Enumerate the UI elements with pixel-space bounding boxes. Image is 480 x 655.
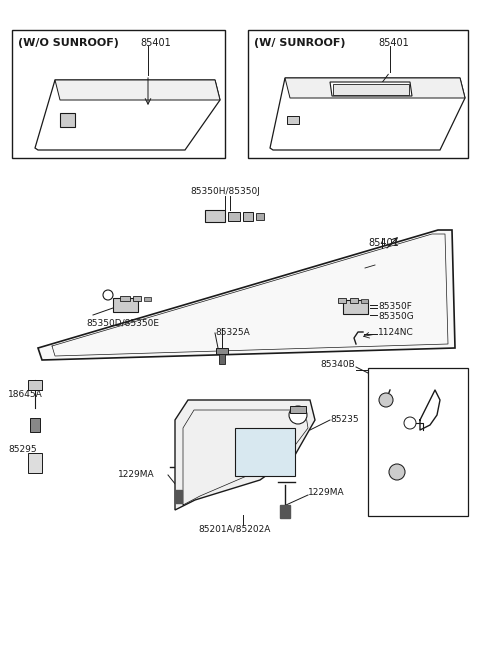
- Bar: [12, 30, 225, 158]
- Bar: [361, 299, 368, 303]
- Bar: [343, 300, 368, 314]
- Text: 85340B: 85340B: [320, 360, 355, 369]
- Text: 85343A: 85343A: [373, 415, 408, 424]
- Bar: [368, 368, 468, 516]
- Text: 85401: 85401: [368, 238, 399, 248]
- Text: 85295: 85295: [8, 445, 36, 454]
- Text: 85350G: 85350G: [378, 312, 414, 321]
- Bar: [144, 297, 151, 301]
- Polygon shape: [35, 80, 220, 150]
- Bar: [338, 298, 346, 303]
- Text: 85340B: 85340B: [415, 490, 450, 499]
- Polygon shape: [55, 80, 220, 100]
- Text: 1124DC: 1124DC: [373, 375, 409, 384]
- Bar: [219, 354, 225, 364]
- Bar: [243, 212, 253, 221]
- Bar: [287, 116, 299, 124]
- Text: 85350F: 85350F: [378, 302, 412, 311]
- Text: 18645A: 18645A: [8, 390, 43, 399]
- Bar: [290, 406, 306, 413]
- Text: 1229MA: 1229MA: [118, 470, 155, 479]
- Bar: [248, 30, 468, 158]
- Text: (W/O SUNROOF): (W/O SUNROOF): [18, 38, 119, 48]
- Text: 85350D/85350E: 85350D/85350E: [86, 318, 159, 327]
- Polygon shape: [38, 230, 455, 360]
- Bar: [60, 113, 75, 127]
- Bar: [120, 296, 130, 301]
- Circle shape: [379, 393, 393, 407]
- Text: 85355A: 85355A: [415, 388, 450, 397]
- Polygon shape: [280, 505, 290, 518]
- Bar: [216, 348, 228, 354]
- Circle shape: [389, 464, 405, 480]
- Bar: [28, 380, 42, 390]
- Text: 1124NC: 1124NC: [378, 328, 414, 337]
- Polygon shape: [175, 490, 182, 503]
- Text: 1229MA: 1229MA: [308, 488, 345, 497]
- Circle shape: [289, 406, 307, 424]
- Polygon shape: [285, 78, 465, 98]
- Bar: [113, 298, 138, 312]
- Text: 1124DC: 1124DC: [380, 450, 416, 459]
- Bar: [333, 84, 409, 95]
- Bar: [228, 212, 240, 221]
- Polygon shape: [330, 82, 412, 96]
- Bar: [205, 210, 225, 222]
- Text: 85401: 85401: [140, 38, 171, 48]
- Bar: [256, 213, 264, 220]
- Bar: [235, 428, 295, 476]
- Bar: [350, 298, 358, 303]
- Text: (W/ SUNROOF): (W/ SUNROOF): [254, 38, 346, 48]
- Text: 85401: 85401: [378, 38, 409, 48]
- Bar: [30, 418, 40, 432]
- Text: 85235: 85235: [330, 415, 359, 424]
- Text: 85201A/85202A: 85201A/85202A: [198, 525, 270, 534]
- Circle shape: [404, 417, 416, 429]
- Text: 85350H/85350J: 85350H/85350J: [190, 187, 260, 196]
- Text: 85325A: 85325A: [215, 328, 250, 337]
- Polygon shape: [175, 400, 315, 510]
- Bar: [28, 453, 42, 473]
- Bar: [133, 296, 141, 301]
- Polygon shape: [270, 78, 465, 150]
